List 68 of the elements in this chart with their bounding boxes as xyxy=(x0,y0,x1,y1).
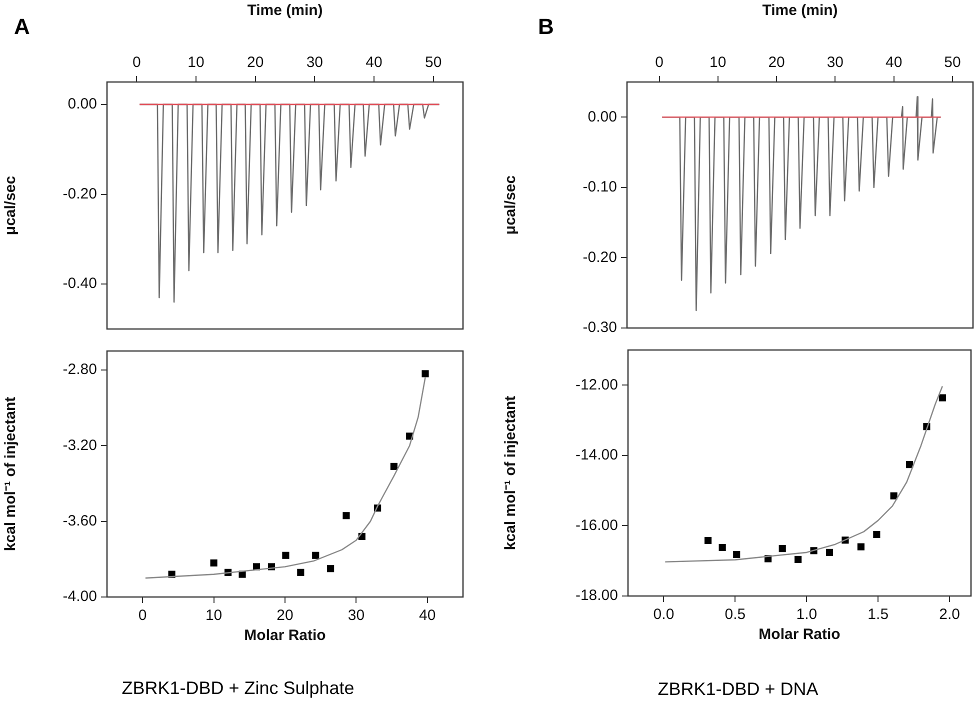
x-tick-label: 10 xyxy=(188,54,204,72)
x-tick-label: 30 xyxy=(348,607,365,624)
point xyxy=(733,550,740,558)
point xyxy=(704,536,712,544)
y-tick-label: -16.00 xyxy=(575,516,618,534)
x-tick-label: 1.0 xyxy=(796,606,818,624)
y-axis-title: kcal mol⁻¹ of injectant xyxy=(2,396,20,552)
point xyxy=(906,461,914,468)
y-tick-label: -0.10 xyxy=(582,178,617,196)
x-axis-title: Time (min) xyxy=(762,2,838,20)
point xyxy=(282,552,290,559)
y-tick-label: -2.80 xyxy=(62,361,97,378)
x-tick-label: 50 xyxy=(424,54,442,72)
y-tick-label: -3.60 xyxy=(62,512,97,530)
x-tick-label: 40 xyxy=(366,54,382,72)
y-axis-title: kcal mol⁻¹ of injectant xyxy=(502,396,520,550)
x-axis-title: Molar Ratio xyxy=(758,626,840,644)
y-tick-label: -12.00 xyxy=(575,376,618,394)
y-tick-label: -14.00 xyxy=(575,446,618,464)
x-tick-label: 30 xyxy=(306,54,324,72)
x-tick-label: 20 xyxy=(246,54,264,72)
point xyxy=(327,565,334,572)
point xyxy=(857,543,864,550)
x-tick-label: 10 xyxy=(710,54,726,72)
text: ZBRK1-DBD + DNA xyxy=(656,679,820,700)
point xyxy=(890,492,898,500)
chart-title: B xyxy=(538,14,554,40)
point xyxy=(210,559,218,566)
x-tick-label: 0 xyxy=(138,607,147,624)
y-tick-label: -4.00 xyxy=(62,588,97,606)
x-tick-label: 0 xyxy=(655,54,664,72)
point xyxy=(342,512,350,520)
y-tick-label: -0.20 xyxy=(62,185,97,202)
x-tick-label: 0.0 xyxy=(653,606,674,624)
y-axis-title: μcal/sec xyxy=(502,175,520,235)
x-tick-label: 1.5 xyxy=(868,606,889,624)
point xyxy=(390,462,398,470)
point xyxy=(718,544,726,552)
y-tick-label: 0.00 xyxy=(588,108,617,126)
x-tick-label: 0.5 xyxy=(724,606,746,624)
y-tick-label: -18.00 xyxy=(575,587,618,604)
point xyxy=(826,548,834,556)
x-tick-label: 30 xyxy=(826,54,844,72)
y-tick-label: -3.20 xyxy=(62,436,97,454)
y-axis-title: μcal/sec xyxy=(2,176,20,236)
x-tick-label: 40 xyxy=(885,54,902,72)
x-tick-label: 2.0 xyxy=(939,606,960,624)
text: ZBRK1-DBD + Zinc Sulphate xyxy=(120,678,356,699)
point xyxy=(873,530,880,538)
x-axis-title: Molar Ratio xyxy=(244,627,326,644)
chart-title: A xyxy=(14,14,30,40)
point xyxy=(794,556,802,563)
x-tick-label: 40 xyxy=(419,607,436,624)
y-tick-label: -0.20 xyxy=(582,248,617,266)
y-tick-label: -0.40 xyxy=(62,275,97,292)
x-tick-label: 10 xyxy=(205,607,222,624)
x-tick-label: 20 xyxy=(276,607,294,624)
point xyxy=(312,552,320,559)
point xyxy=(422,370,429,378)
point xyxy=(778,545,786,552)
x-axis-title: Time (min) xyxy=(247,2,323,20)
y-tick-label: -0.30 xyxy=(582,319,617,336)
point xyxy=(938,394,946,402)
y-tick-label: 0.00 xyxy=(68,96,97,113)
x-tick-label: 20 xyxy=(768,54,785,72)
x-tick-label: 0 xyxy=(132,54,141,72)
x-tick-label: 50 xyxy=(944,54,961,72)
point xyxy=(297,568,304,576)
